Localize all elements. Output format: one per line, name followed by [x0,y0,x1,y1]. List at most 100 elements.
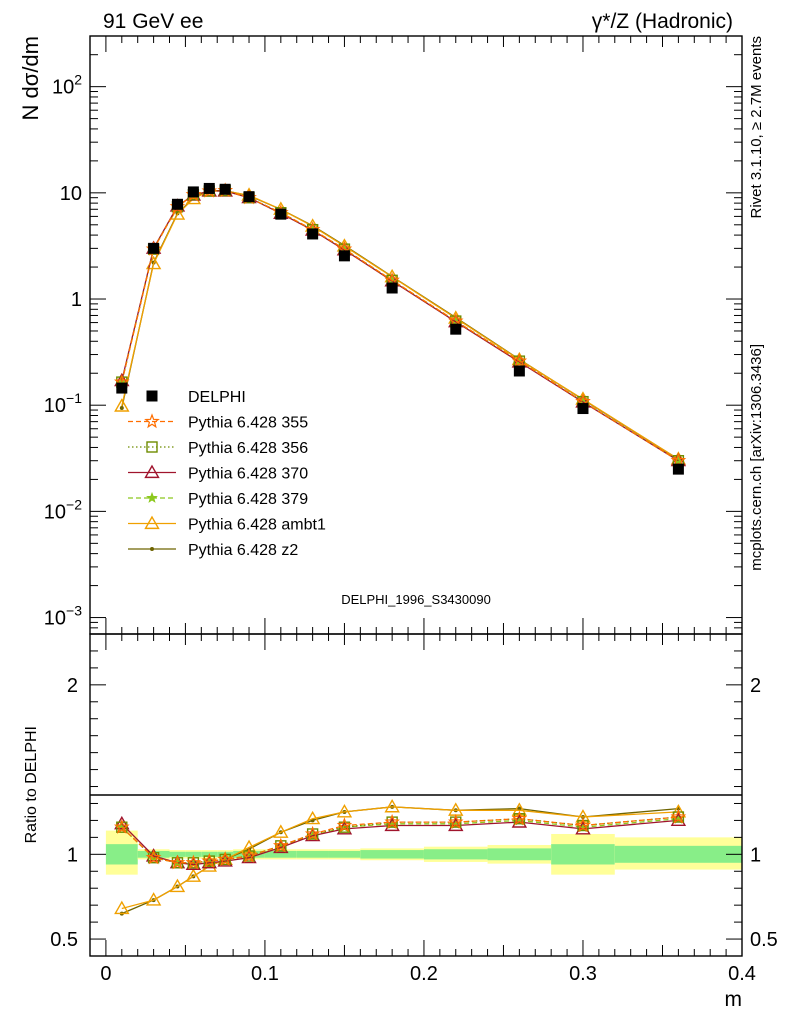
ratio-y-tick-label: 0.5 [50,929,78,951]
main-point-delphi [450,323,462,335]
ratio-point-pythia-6-428-ambt1 [273,824,289,838]
main-y-tick-label: 10 [60,183,82,205]
main-y-tick-exponent: 2 [74,72,82,88]
legend-marker-delphi [146,390,158,402]
ratio-point-pythia-6-428-ambt1 [384,798,400,813]
ratio-point-pythia-6-428-355 [447,813,464,829]
legend-entry-pythia-6-428-379: Pythia 6.428 379 [128,491,308,508]
ratio-point-pythia-6-428-370 [114,815,130,830]
main-point-delphi [672,463,684,475]
ratio-stat-band [185,851,202,857]
main-point-delphi [577,403,589,415]
legend-marker-pythia-6-428-379 [146,491,158,503]
main-y-tick-exponent: −2 [66,496,82,512]
main-point-delphi [338,250,350,262]
ratio-x-ticks: 0 0.1 0.2 0.3 0.4 [89,634,756,985]
ratio-line-pythia-6-428-355 [121,816,679,864]
ratio-x-tick-label: 0 [100,963,111,985]
legend-marker-pythia-6-428-ambt1 [144,515,160,530]
ratio-point-pythia-6-428-355 [185,854,202,870]
ratio-stat-band [296,850,329,858]
ratio-stat-band [328,850,361,858]
main-point-pythia-6-428-ambt1 [114,398,130,412]
main-y-tick-base: 10 [44,501,66,523]
main-series-delphi [116,182,684,475]
ratio-error-bands [105,830,742,875]
ratio-stat-band [360,850,424,859]
ratio-point-pythia-6-428-355 [511,810,528,826]
main-point-delphi [386,282,398,294]
ratio-point-pythia-6-428-355 [145,849,162,865]
legend-marker-pythia-6-428-355 [144,413,160,429]
legend-entry-pythia-6-428-355: Pythia 6.428 355 [128,413,308,432]
ratio-point-pythia-6-428-355 [241,847,257,863]
main-y-axis-label: N dσ/dm [18,36,43,121]
main-y-tick-exponent: −1 [66,390,82,406]
legend-entry-pythia-6-428-370: Pythia 6.428 370 [128,464,308,483]
ratio-y-tick-label: 1 [67,844,78,866]
ratio-stat-band [169,851,186,857]
legend-label-pythia-6-428-ambt1: Pythia 6.428 ambt1 [188,517,326,534]
side-label-mcplots: mcplots.cern.ch [arXiv:1306.3436] [748,344,765,571]
x-axis-label: m [725,988,743,1011]
ratio-point-pythia-6-428-355 [384,813,400,829]
main-series-layer [113,182,687,475]
legend-entry-delphi: DELPHI [146,389,246,406]
main-point-delphi [513,365,525,377]
ratio-point-pythia-6-428-ambt1 [145,892,162,906]
ratio-point-pythia-6-428-355 [336,817,353,833]
main-point-pythia-6-428-z2 [119,406,124,411]
legend-label-pythia-6-428-356: Pythia 6.428 356 [188,440,308,457]
ratio-point-pythia-6-428-ambt1 [169,878,186,893]
main-y-tick-label: 10−2 [44,496,82,523]
ratio-y-tick-label: 2 [67,675,78,697]
ratio-line-pythia-6-428-ambt1 [121,806,679,910]
ratio-x-tick-label: 0.4 [728,963,756,985]
ratio-point-pythia-6-428-ambt1 [336,804,353,818]
main-x-ticks [105,36,743,634]
ratio-series-layer [113,798,687,916]
ratio-stat-band [264,850,297,858]
main-y-tick-exponent: −3 [66,603,82,619]
ratio-point-pythia-6-428-355 [670,808,687,824]
main-point-pythia-6-428-355 [511,352,528,368]
ratio-point-pythia-6-428-355 [201,852,218,868]
main-point-delphi [148,242,160,254]
ratio-frame [89,633,743,957]
main-point-delphi [203,182,215,194]
ratio-point-pythia-6-428-ambt1 [304,810,321,825]
legend-marker-pythia-6-428-z2 [150,547,154,551]
legend-marker-pythia-6-428-370 [144,464,160,479]
legend: DELPHI Pythia 6.428 355 Pythia 6.428 356 Py… [128,389,326,559]
main-y-tick-base: 10 [44,395,66,417]
legend-label-pythia-6-428-355: Pythia 6.428 355 [188,415,308,432]
main-point-delphi [116,382,128,394]
ratio-stat-band [105,844,138,865]
ratio-point-pythia-6-428-z2 [517,806,522,811]
ratio-x-tick-label: 0.1 [251,963,279,985]
main-point-delphi [171,198,183,210]
legend-entry-pythia-6-428-356: Pythia 6.428 356 [128,440,308,457]
ratio-x-tick-label: 0.3 [569,963,597,985]
ratio-point-pythia-6-428-355 [169,854,186,870]
legend-label-delphi: DELPHI [188,389,246,406]
ratio-y-ticks: 0.5 0.5 1 1 2 2 [50,650,778,951]
legend-marker-pythia-6-428-356 [146,441,158,453]
watermark: DELPHI_1996_S3430090 [341,592,491,607]
ratio-x-tick-label: 0.2 [410,963,438,985]
ratio-stat-band [423,849,488,860]
main-y-tick-base: 10 [52,77,74,99]
ratio-point-pythia-6-428-ambt1 [114,900,130,915]
ratio-y-axis-label: Ratio to DELPHI [23,726,40,843]
main-y-tick-label: 10−3 [44,603,82,630]
legend-label-pythia-6-428-z2: Pythia 6.428 z2 [188,542,298,559]
legend-entry-pythia-6-428-z2: Pythia 6.428 z2 [128,542,298,559]
ratio-point-pythia-6-428-ambt1 [185,868,202,882]
main-point-delphi [307,228,319,240]
ratio-point-pythia-6-428-355 [217,851,234,867]
ratio-stat-band [614,845,742,863]
main-point-delphi [219,183,231,195]
